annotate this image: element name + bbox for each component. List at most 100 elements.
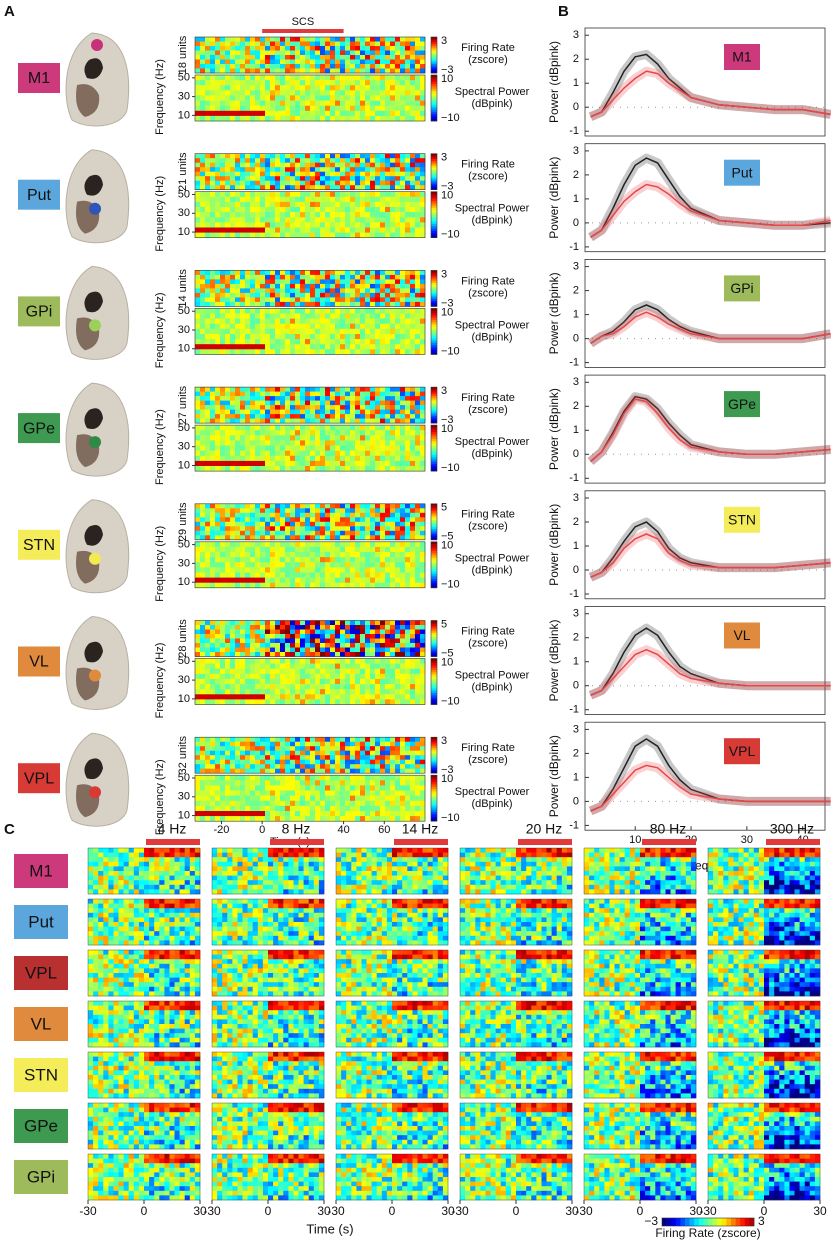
heatmap-cell <box>220 435 226 441</box>
heatmap-cell <box>365 75 371 81</box>
heatmap-cell <box>345 652 351 657</box>
heatmap-cell <box>380 450 386 457</box>
heatmap-cell <box>265 647 271 653</box>
heatmap-cell <box>235 634 241 639</box>
heatmap-cell <box>195 535 201 541</box>
heatmap-cell <box>400 546 406 553</box>
heatmap-cell <box>380 673 386 680</box>
heatmap-cell <box>310 227 316 233</box>
heatmap-cell <box>345 503 351 509</box>
heatmap-cell <box>365 288 371 294</box>
heatmap-cell <box>230 643 236 648</box>
heatmap-cell <box>335 562 341 568</box>
heatmap-cell <box>415 526 421 532</box>
heatmap-cell <box>295 517 301 523</box>
heatmap-cell <box>240 100 246 106</box>
heatmap-cell <box>245 396 251 401</box>
heatmap-cell <box>255 171 261 177</box>
heatmap-cell <box>280 344 286 350</box>
heatmap-cell <box>295 339 301 345</box>
colorbar-step <box>431 116 437 119</box>
heatmap-cell <box>200 323 206 330</box>
heatmap-cell <box>250 292 256 298</box>
heatmap-cell <box>415 167 421 172</box>
heatmap-cell <box>370 455 376 462</box>
heatmap-cell <box>410 625 416 630</box>
heatmap-cell <box>340 405 346 410</box>
heatmap-cell <box>260 684 266 690</box>
heatmap-cell <box>320 466 326 472</box>
heatmap-cell <box>315 535 321 541</box>
heatmap-cell <box>390 508 396 514</box>
heatmap-cell <box>290 323 296 330</box>
heatmap-cell <box>395 100 401 106</box>
heatmap-cell <box>265 167 271 172</box>
heatmap-cell <box>235 647 241 653</box>
heatmap-cell <box>405 95 411 101</box>
heatmap-cell <box>200 391 206 397</box>
colorbar-step <box>431 527 437 530</box>
heatmap-cell <box>325 90 331 96</box>
heatmap-cell <box>340 678 346 685</box>
heatmap-cell <box>235 414 241 419</box>
heatmap-cell <box>360 396 366 401</box>
heatmap-cell <box>295 185 301 190</box>
heatmap-cell <box>285 684 291 690</box>
heatmap-cell <box>420 110 426 117</box>
heatmap-cell <box>375 75 381 81</box>
heatmap-cell <box>320 625 326 630</box>
heatmap-cell <box>330 647 336 653</box>
heatmap-cell <box>265 552 271 558</box>
heatmap-cell <box>265 450 271 457</box>
heatmap-cell <box>220 445 226 451</box>
heatmap-cell <box>225 349 231 355</box>
heatmap-cell <box>310 207 316 213</box>
heatmap-cell <box>260 643 266 648</box>
heatmap-cell <box>205 678 211 685</box>
heatmap-cell <box>330 191 336 198</box>
heatmap-cell <box>280 334 286 340</box>
heatmap-cell <box>265 227 271 233</box>
colorbar-step <box>431 184 437 187</box>
heatmap-cell <box>285 297 291 303</box>
heatmap-cell <box>220 577 226 583</box>
heatmap-cell <box>405 110 411 117</box>
heatmap-cell <box>245 46 251 51</box>
heatmap-cell <box>305 418 311 424</box>
heatmap-cell <box>215 678 221 685</box>
heatmap-cell <box>215 339 221 345</box>
heatmap-cell <box>390 171 396 177</box>
heatmap-cell <box>305 620 311 626</box>
heatmap-cell <box>350 673 356 680</box>
heatmap-cell <box>275 153 281 159</box>
heatmap-cell <box>225 391 231 397</box>
heatmap-cell <box>260 171 266 177</box>
heatmap-cell <box>250 684 256 690</box>
heatmap-cell <box>240 517 246 523</box>
heatmap-cell <box>320 567 326 573</box>
heatmap-cell <box>320 59 326 65</box>
heatmap-cell <box>410 344 416 350</box>
heatmap-cell <box>400 201 406 208</box>
heatmap-cell <box>305 68 311 74</box>
heatmap-cell <box>245 297 251 303</box>
heatmap-cell <box>240 212 246 218</box>
heatmap-cell <box>330 694 336 700</box>
heatmap-cell <box>230 546 236 553</box>
heatmap-cell <box>195 512 201 518</box>
heatmap-cell <box>245 301 251 307</box>
heatmap-cell <box>385 652 391 657</box>
heatmap-cell <box>370 418 376 424</box>
heatmap-cell <box>290 212 296 218</box>
heatmap-cell <box>260 652 266 657</box>
heatmap-cell <box>405 201 411 208</box>
heatmap-cell <box>410 90 416 96</box>
heatmap-cell <box>265 521 271 527</box>
heatmap-cell <box>295 68 301 74</box>
heatmap-cell <box>235 153 241 159</box>
heatmap-cell <box>305 105 311 112</box>
heatmap-cell <box>365 405 371 410</box>
heatmap-cell <box>280 288 286 294</box>
heatmap-cell <box>315 90 321 96</box>
heatmap-cell <box>335 328 341 335</box>
